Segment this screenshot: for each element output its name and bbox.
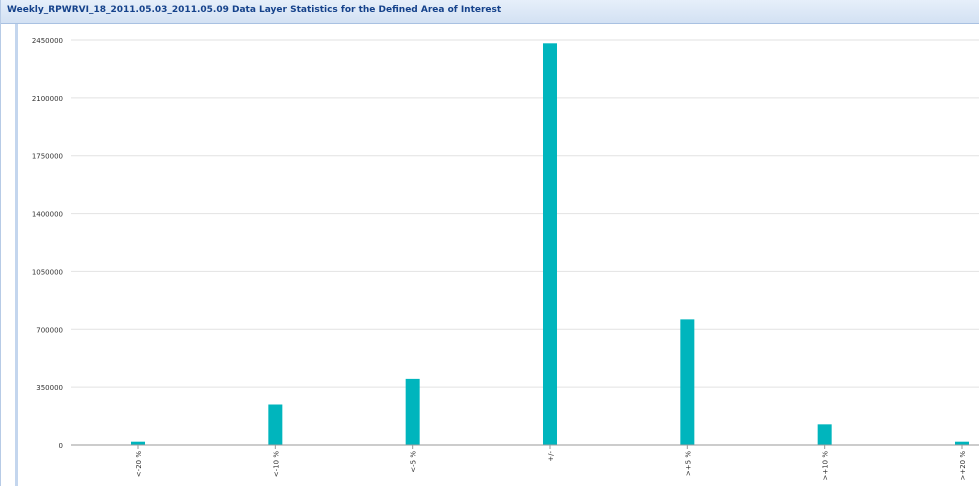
bar [543,43,557,445]
x-tick-label: <-10 % [272,451,280,478]
x-tick-label: +/- [547,451,555,462]
x-tick-label: >+10 % [822,451,830,481]
y-tick-label: 350000 [36,384,63,392]
y-tick-label: 1050000 [32,268,63,276]
x-tick-label: >+5 % [684,451,692,476]
y-tick-label: 1750000 [32,153,63,161]
x-tick-label: <-20 % [135,451,143,478]
x-tick-label: <-5 % [410,451,418,473]
bar [131,441,145,445]
window-title: Weekly_RPWRVI_18_2011.05.03_2011.05.09 D… [7,5,502,15]
y-tick-label: 1400000 [32,211,63,219]
window-title-bar: Weekly_RPWRVI_18_2011.05.03_2011.05.09 D… [1,0,979,24]
x-tick-label: >+20 % [959,451,967,481]
y-tick-label: 700000 [36,326,63,334]
bar [680,319,695,445]
y-tick-label: 2450000 [32,37,63,45]
y-tick-label: 2100000 [32,95,63,103]
bar [405,378,420,445]
grid-lines [71,39,979,446]
x-axis-ticks: <-20 % <-10 % <-5 % +/- >+5 % >+10 % >+20 % [135,445,967,481]
bars [131,43,969,445]
bar [817,424,832,445]
bar [955,441,969,445]
y-axis-ticks: 0 350000 700000 1050000 1400000 1750000 210000… [32,37,63,450]
y-tick-label: 0 [59,442,63,450]
bar [268,404,283,445]
panel-border [15,24,18,486]
